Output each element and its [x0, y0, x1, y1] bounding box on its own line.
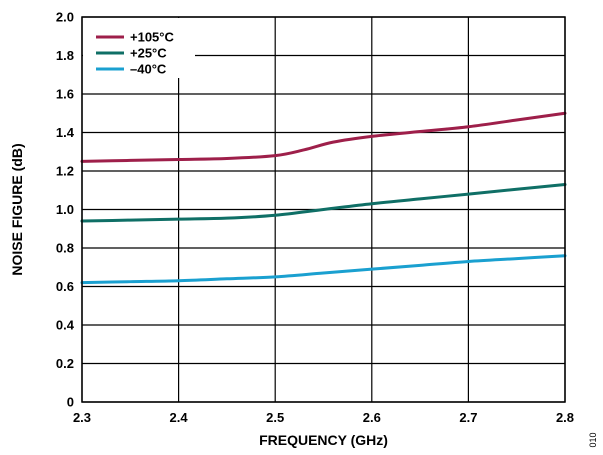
- series-line-2: [80, 254, 567, 285]
- series-line-0: [80, 111, 567, 163]
- y-tick-label: 1.6: [56, 87, 74, 102]
- y-tick-label: 1.4: [56, 125, 75, 140]
- x-tick-labels: 2.3 2.4 2.5 2.6 2.7 2.8: [73, 410, 574, 425]
- y-tick-label: 1.2: [56, 164, 74, 179]
- y-tick-label: 0.8: [56, 241, 74, 256]
- y-axis-title: NOISE FIGURE (dB): [9, 143, 25, 275]
- legend-label-1: +25°C: [130, 46, 167, 61]
- figure-id: 010: [588, 432, 598, 447]
- plot-frame: [81, 16, 566, 403]
- y-tick-label: 0.4: [56, 318, 75, 333]
- y-tick-label: 2.0: [56, 10, 74, 25]
- x-tick-label: 2.3: [73, 410, 91, 425]
- y-tick-label: 1.0: [56, 202, 74, 217]
- x-tick-label: 2.4: [170, 410, 189, 425]
- legend-label-2: –40°C: [130, 62, 167, 77]
- y-tick-label: 0: [67, 395, 74, 410]
- y-tick-label: 0.6: [56, 279, 74, 294]
- x-tick-label: 2.6: [363, 410, 381, 425]
- x-tick-label: 2.5: [266, 410, 284, 425]
- x-tick-label: 2.8: [556, 410, 574, 425]
- series-line-1: [80, 182, 567, 223]
- y-tick-label: 1.8: [56, 48, 74, 63]
- x-axis-title: FREQUENCY (GHz): [259, 432, 388, 448]
- x-tick-label: 2.7: [459, 410, 477, 425]
- y-tick-labels: 0 0.2 0.4 0.6 0.8 1.0 1.2 1.4 1.6 1.8 2.0: [56, 10, 75, 410]
- series-lines: [80, 111, 567, 285]
- y-tick-label: 0.2: [56, 356, 74, 371]
- legend: +105°C+25°C–40°C: [96, 30, 174, 77]
- legend-label-0: +105°C: [130, 30, 174, 45]
